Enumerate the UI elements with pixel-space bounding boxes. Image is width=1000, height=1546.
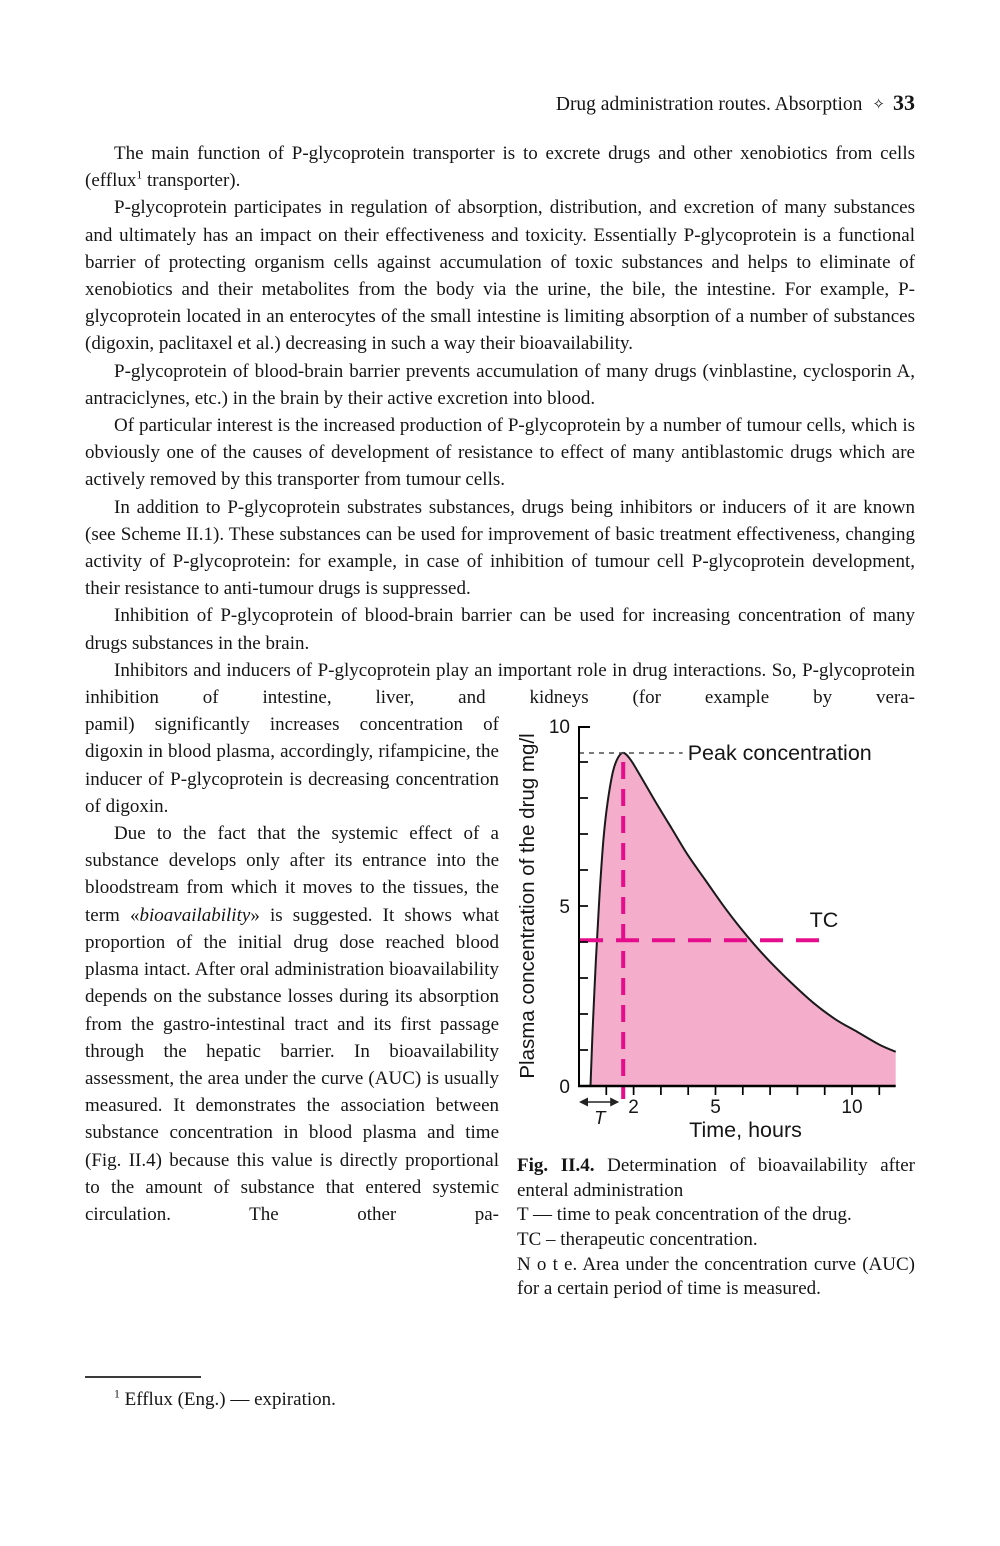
text-and-figure-section: 0 5 10 2 5 10 Time, hours Plasma concentration …: [85, 711, 915, 1306]
paragraph-7-full-width: Inhibitors and inducers of P-glycoprotei…: [85, 659, 915, 709]
figure-II-4: 0 5 10 2 5 10 Time, hours Plasma concentration …: [517, 713, 915, 1302]
paragraph-1: The main function of P-glycoprotein tran…: [85, 140, 915, 194]
paragraph-6: Inhibition of P-glycoprotein of blood-br…: [85, 605, 915, 654]
y-tick-label: 5: [559, 897, 570, 918]
footnote: 1 Efflux (Eng.) — expiration.: [85, 1387, 915, 1412]
page-number: 33: [893, 90, 915, 115]
figure-caption-tc-definition: TC – therapeutic concentration.: [517, 1229, 758, 1251]
figure-caption: Fig. II.4. Determination of bioavailabil…: [517, 1154, 915, 1302]
figure-caption-label: Fig. II.4.: [517, 1155, 595, 1177]
paragraph-3: P-glycoprotein of blood-brain barrier pr…: [85, 360, 915, 409]
figure-caption-note: N o t e. Area under the concentration cu…: [517, 1253, 915, 1300]
running-header: Drug administration routes. Absorption ✧ 3…: [85, 92, 915, 117]
t-arrow-head-left: [579, 1097, 588, 1107]
x-tick-label: 5: [710, 1097, 721, 1118]
peak-concentration-label: Peak concentration: [688, 741, 872, 765]
footnote-text: Efflux (Eng.) — expiration.: [119, 1389, 336, 1410]
bioavailability-chart: 0 5 10 2 5 10 Time, hours Plasma concentration …: [517, 717, 897, 1142]
diamond-separator-icon: ✧: [872, 97, 885, 113]
footnote-number: 1: [114, 1387, 120, 1401]
auc-area: [590, 753, 896, 1087]
concentration-curve: [589, 752, 897, 1087]
paragraph-4: Of particular interest is the increased …: [85, 415, 915, 491]
tc-label: TC: [810, 908, 839, 932]
paragraph-8: Due to the fact that the systemic effect…: [85, 820, 915, 1228]
paragraph-7-continuation: pamil) significantly increases concentra…: [85, 714, 499, 817]
paragraph-1-text-end: transporter).: [142, 170, 241, 192]
paragraph-1-text: The main function of P-glycoprotein tran…: [85, 143, 915, 192]
y-tick-label: 10: [549, 717, 570, 738]
x-axis-title: Time, hours: [689, 1118, 802, 1142]
x-tick-label: 10: [841, 1097, 862, 1118]
paragraph-2: P-glycoprotein participates in regulatio…: [85, 197, 915, 355]
footnote-marker: 1: [136, 168, 143, 182]
figure-caption-title: Fig. II.4. Determination of bioavailabil…: [517, 1154, 915, 1203]
running-header-title: Drug administration routes. Absorption: [555, 94, 863, 115]
figure-caption-text: Determination of bioavailability after e…: [517, 1155, 915, 1201]
figure-caption-t-definition: T — time to peak concentration of the dr…: [517, 1204, 852, 1226]
footnote-block: 1 Efflux (Eng.) — expiration.: [85, 1376, 915, 1412]
y-tick-label: 0: [559, 1077, 570, 1098]
paragraph-8-text-end: » is suggested. It shows what proportion…: [85, 904, 499, 1225]
paragraph-8-text: Due to the fact that the systemic effect…: [85, 823, 499, 926]
paragraph-5: In addition to P-glycoprotein substrates…: [85, 496, 915, 600]
t-label: T: [594, 1107, 607, 1128]
x-tick-label: 2: [628, 1097, 639, 1118]
t-arrow-head-right: [610, 1097, 620, 1107]
bioavailability-italic-term: bioavailability: [139, 904, 251, 926]
y-axis-title: Plasma concentration of the drug mg/l: [517, 734, 539, 1079]
footnote-rule: [85, 1376, 201, 1378]
